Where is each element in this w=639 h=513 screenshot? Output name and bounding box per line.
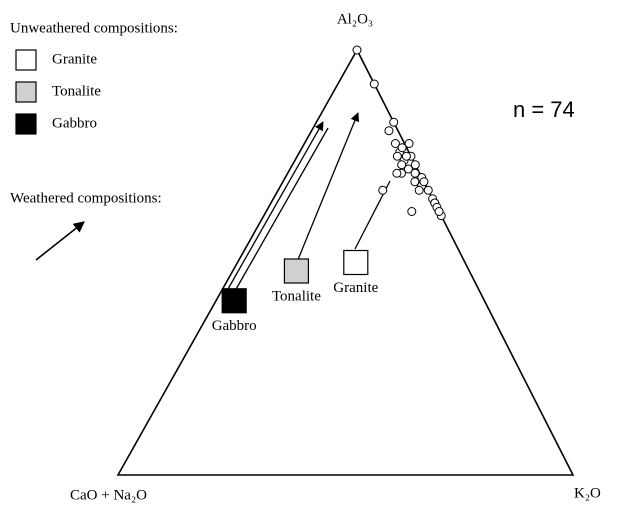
- sample-point: [352, 45, 362, 55]
- sample-point: [410, 177, 420, 187]
- legend-title: Unweathered compositions:: [10, 20, 178, 36]
- sample-point: [384, 126, 394, 136]
- legend-label: Gabbro: [52, 115, 97, 131]
- sample-point: [389, 117, 399, 127]
- sample-point: [392, 168, 402, 178]
- sample-point: [410, 160, 420, 170]
- composition-mark: [221, 288, 247, 314]
- apex-right: K₂O: [574, 485, 601, 501]
- sample-point: [423, 185, 433, 195]
- sample-point: [434, 207, 444, 216]
- trend-arrow: [227, 121, 324, 290]
- composition-label: Tonalite: [272, 288, 321, 304]
- sample-point: [397, 160, 407, 170]
- composition-mark: [343, 249, 369, 276]
- sample-point: [390, 139, 400, 148]
- trend-arrow: [296, 112, 360, 263]
- apex-left: CaO + Na₂O: [70, 487, 147, 503]
- triangle: [116, 48, 575, 476]
- legend-label: Tonalite: [52, 83, 101, 99]
- weathered-label: Weathered compositions:: [10, 190, 162, 206]
- sample-point: [410, 168, 420, 178]
- sample-point: [414, 185, 424, 195]
- sample-point: [401, 151, 411, 161]
- sample-point: [407, 207, 417, 216]
- legend-swatch: [15, 81, 37, 103]
- trend-arrow: [234, 127, 329, 292]
- composition-mark: [283, 258, 310, 284]
- sample-point: [397, 143, 407, 153]
- legend-swatch: [15, 113, 37, 135]
- sample-point: [403, 164, 413, 174]
- sample-point: [369, 79, 379, 89]
- composition-label: Gabbro: [212, 318, 257, 334]
- sample-point: [419, 177, 429, 187]
- apex-top: Al₂O₃: [337, 11, 373, 27]
- legend-swatch: [15, 49, 37, 71]
- annotation: n = 74: [513, 97, 575, 122]
- legend-label: Granite: [52, 51, 97, 67]
- sample-point: [378, 185, 388, 195]
- sample-point: [392, 151, 402, 161]
- legend-arrow: [35, 221, 85, 261]
- composition-label: Granite: [333, 280, 378, 296]
- sample-point: [404, 139, 414, 148]
